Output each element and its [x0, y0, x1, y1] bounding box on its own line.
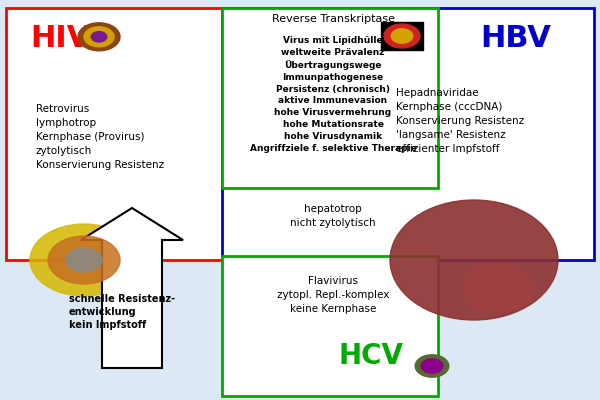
Circle shape [78, 23, 120, 51]
Circle shape [84, 27, 114, 47]
Text: Retrovirus
lymphotrop
Kernphase (Provirus)
zytolytisch
Konservierung Resistenz: Retrovirus lymphotrop Kernphase (Proviru… [36, 104, 164, 170]
Text: Flavivirus
zytopl. Repl.-komplex
keine Kernphase: Flavivirus zytopl. Repl.-komplex keine K… [277, 276, 389, 314]
Circle shape [30, 224, 138, 296]
Circle shape [91, 32, 107, 42]
FancyBboxPatch shape [222, 256, 438, 396]
Circle shape [384, 24, 420, 48]
Text: hepatotrop
nicht zytolytisch: hepatotrop nicht zytolytisch [290, 204, 376, 228]
Circle shape [421, 359, 443, 373]
Ellipse shape [462, 264, 534, 312]
Circle shape [415, 355, 449, 377]
Bar [381, 22, 423, 50]
Ellipse shape [390, 200, 558, 320]
FancyBboxPatch shape [222, 8, 438, 188]
Circle shape [391, 29, 413, 43]
Circle shape [48, 236, 120, 284]
Text: Reverse Transkriptase: Reverse Transkriptase [272, 14, 395, 24]
FancyBboxPatch shape [222, 8, 594, 260]
Text: schnelle Resistenz-
entwicklung
kein Impfstoff: schnelle Resistenz- entwicklung kein Imp… [69, 294, 175, 330]
Circle shape [66, 248, 102, 272]
Text: HIV: HIV [30, 24, 91, 53]
FancyArrow shape [81, 208, 183, 368]
Text: HBV: HBV [480, 24, 551, 53]
Text: Virus mit Lipidhülle
weltweite Prävalenz
Übertragungswege
Immunpathogenese
Persi: Virus mit Lipidhülle weltweite Prävalenz… [250, 36, 416, 152]
FancyBboxPatch shape [6, 8, 378, 260]
Text: HCV: HCV [339, 342, 404, 370]
Text: Hepadnaviridae
Kernphase (cccDNA)
Konservierung Resistenz
'langsame' Resistenz
e: Hepadnaviridae Kernphase (cccDNA) Konser… [396, 88, 524, 154]
